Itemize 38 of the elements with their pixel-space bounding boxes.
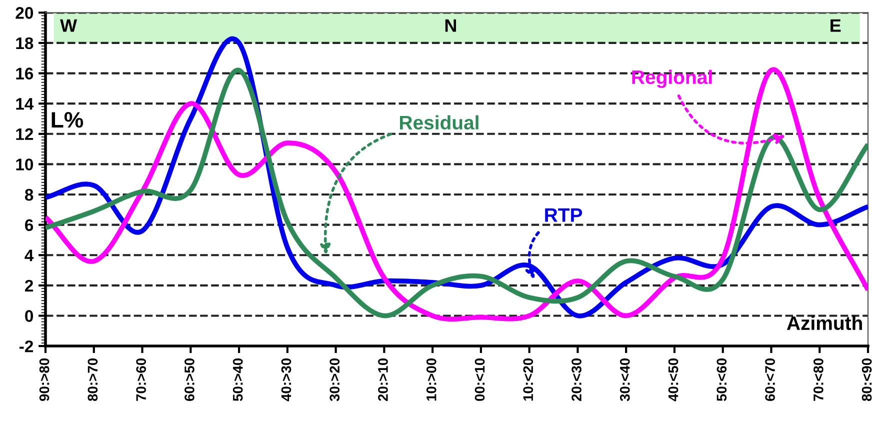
y-tick-label: 14 bbox=[16, 98, 34, 110]
x-tick-label: 80:>70 bbox=[88, 358, 98, 402]
annotation: E bbox=[830, 19, 841, 32]
x-tick-label: 60:>50 bbox=[184, 358, 194, 401]
y-tick-label: 8 bbox=[24, 188, 34, 201]
x-tick-label: 90:>80 bbox=[39, 358, 50, 401]
y-tick-label: 0 bbox=[25, 310, 34, 322]
x-tick-label: 70:>60 bbox=[136, 358, 146, 401]
x-axis-title: Azimuth bbox=[786, 316, 862, 330]
text: RTP bbox=[545, 208, 582, 222]
y-tick-label: 6 bbox=[25, 219, 34, 232]
x-tick-label: 60:<70 bbox=[765, 358, 775, 401]
annotation: N bbox=[445, 19, 456, 32]
x-tick-label: 20:>10 bbox=[378, 358, 388, 401]
x-tick-label: 40:<50 bbox=[668, 358, 678, 402]
y-tick-label: 20 bbox=[16, 7, 34, 19]
x-tick-label: 30:<40 bbox=[620, 358, 630, 402]
x-tick-label: 00:<10 bbox=[474, 358, 485, 401]
text: Regional bbox=[632, 70, 712, 88]
y-tick-label: 10 bbox=[16, 158, 34, 170]
x-tick-label: 10:>00 bbox=[426, 358, 436, 401]
y-tick-label: 12 bbox=[16, 128, 34, 140]
x-tick-label: 20:<30 bbox=[572, 358, 582, 401]
annotation: W bbox=[60, 19, 78, 32]
x-tick-label: 50:<60 bbox=[716, 358, 727, 402]
y-axis-title: L% bbox=[52, 112, 84, 128]
text: Residual bbox=[400, 115, 478, 130]
x-tick-label: 10:<20 bbox=[523, 358, 534, 401]
x-tick-label: 70:<80 bbox=[814, 358, 824, 401]
y-tick-label: 16 bbox=[16, 68, 34, 80]
y-tick-label: 4 bbox=[24, 250, 34, 262]
x-tick-label: 50:>40 bbox=[232, 358, 243, 402]
x-tick-label: 30:>20 bbox=[330, 358, 340, 402]
y-tick-label: 2 bbox=[25, 280, 34, 292]
x-tick-label: 40:>30 bbox=[281, 358, 292, 402]
y-tick-label: -2 bbox=[20, 340, 34, 352]
y-tick-label: 18 bbox=[16, 37, 34, 50]
x-tick-label: 80:<90 bbox=[862, 358, 872, 402]
